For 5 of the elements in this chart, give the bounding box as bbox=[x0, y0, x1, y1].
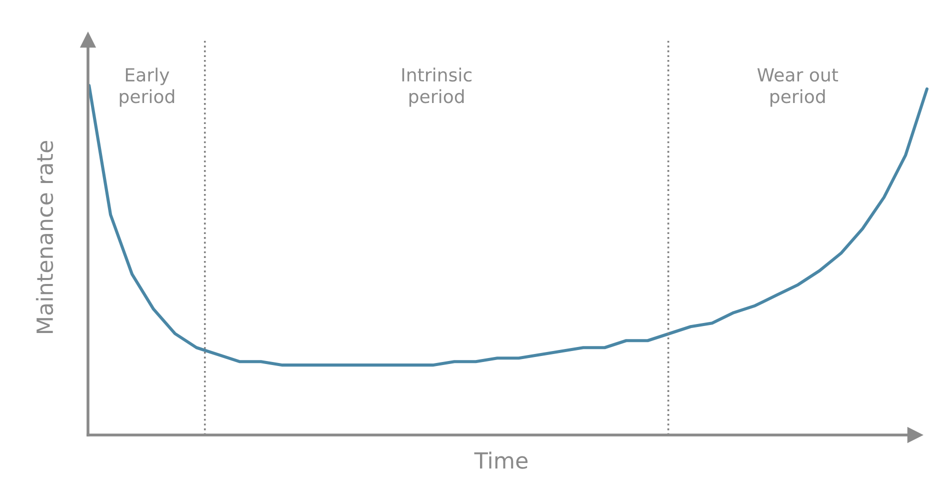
annotation: Intrinsic period bbox=[402, 68, 472, 107]
y-axis-title: Maintenance rate bbox=[36, 141, 54, 333]
x-axis-title: Time bbox=[474, 452, 528, 469]
annotation: Wear out period bbox=[757, 68, 838, 107]
annotation: Early period bbox=[120, 68, 174, 107]
